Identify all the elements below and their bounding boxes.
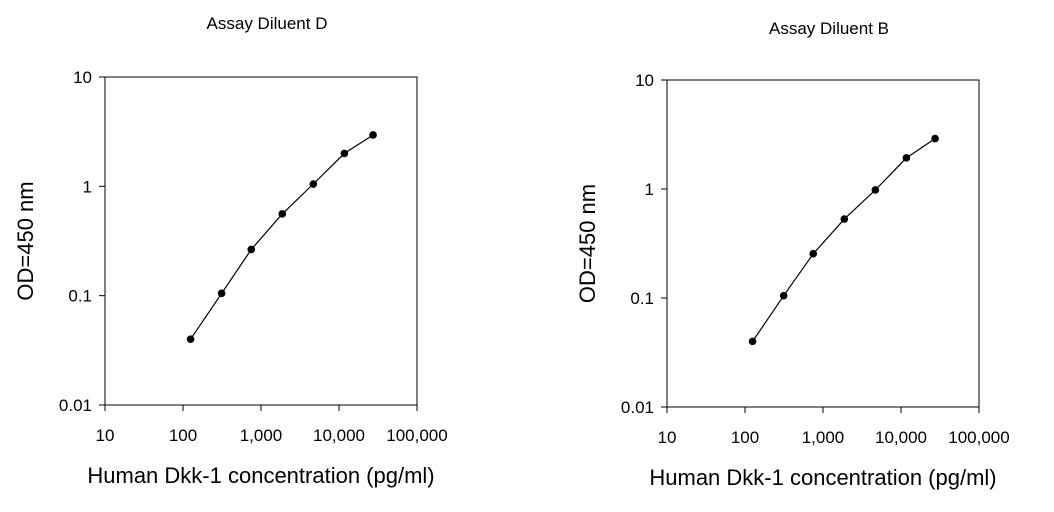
x-tick-label: 10 <box>658 428 677 447</box>
y-axis-label: OD=450 nm <box>575 184 600 303</box>
x-tick-label: 100,000 <box>386 426 447 445</box>
data-point <box>369 131 377 139</box>
x-tick-label: 100 <box>731 428 759 447</box>
data-point <box>871 186 880 194</box>
data-point <box>902 154 911 162</box>
x-tick-label: 10,000 <box>875 428 927 447</box>
data-point <box>309 180 318 188</box>
chart-1: Assay Diluent D 10 100 1,000 10,000 100,000 0.… <box>13 14 448 488</box>
y-tick-label: 0.01 <box>621 398 654 417</box>
x-tick-label: 10,000 <box>313 426 365 445</box>
chart-2: Assay Diluent B 10 100 1,000 10,000 100,000 0.… <box>575 19 1010 490</box>
x-tick-label: 1,000 <box>240 426 283 445</box>
x-tick-label: 1,000 <box>802 428 845 447</box>
data-point <box>809 249 818 258</box>
data-point <box>840 215 849 223</box>
x-tick-label: 100 <box>169 426 197 445</box>
data-point <box>748 337 757 346</box>
y-tick-label: 0.01 <box>59 396 92 415</box>
x-axis-label: Human Dkk-1 concentration (pg/ml) <box>649 465 996 490</box>
data-point <box>340 149 349 158</box>
standard-curve-line <box>190 134 374 340</box>
chart-title: Assay Diluent D <box>207 14 328 33</box>
y-tick-label: 0.1 <box>630 289 654 308</box>
data-point <box>779 291 788 300</box>
y-tick-label: 1 <box>645 180 654 199</box>
x-tick-label: 10 <box>96 426 115 445</box>
standard-curve-line <box>752 138 936 342</box>
data-point <box>278 210 287 218</box>
plot-area-frame <box>104 76 418 406</box>
y-axis-label: OD=450 nm <box>13 181 38 300</box>
y-tick-label: 10 <box>73 68 92 87</box>
x-tick-label: 100,000 <box>948 428 1009 447</box>
y-tick-label: 10 <box>635 71 654 90</box>
y-tick-label: 0.1 <box>68 287 92 306</box>
y-tick-label: 1 <box>83 177 92 196</box>
data-point <box>247 245 256 254</box>
x-axis-label: Human Dkk-1 concentration (pg/ml) <box>87 463 434 488</box>
data-point <box>186 335 195 343</box>
data-point <box>931 134 939 143</box>
chart-title: Assay Diluent B <box>769 19 889 38</box>
data-point <box>217 289 226 298</box>
